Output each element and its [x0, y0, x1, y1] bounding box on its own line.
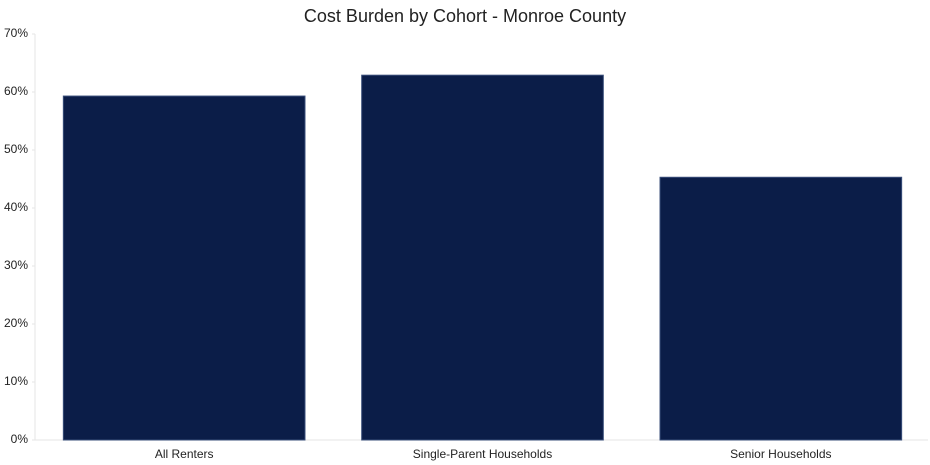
y-tick-label: 20%	[4, 316, 28, 330]
bar	[62, 95, 306, 441]
y-tick-label: 10%	[4, 374, 28, 388]
y-tick-label: 0%	[11, 432, 29, 446]
bar	[659, 176, 903, 441]
y-tick-label: 50%	[4, 142, 28, 156]
y-tick-label: 30%	[4, 258, 28, 272]
x-tick-label: Senior Households	[730, 447, 831, 461]
y-tick-label: 70%	[4, 26, 28, 40]
y-tick-label: 60%	[4, 84, 28, 98]
bar	[361, 74, 604, 441]
chart-title: Cost Burden by Cohort - Monroe County	[304, 6, 626, 26]
x-tick-label: All Renters	[155, 447, 214, 461]
x-tick-label: Single-Parent Households	[413, 447, 552, 461]
y-tick-label: 40%	[4, 200, 28, 214]
